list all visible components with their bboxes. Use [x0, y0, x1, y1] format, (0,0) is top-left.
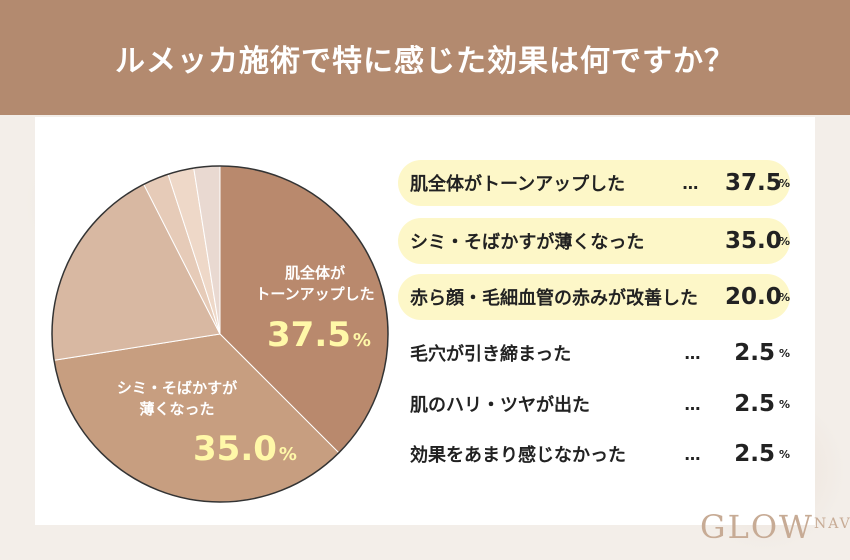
- slice-pct-2-value: 35.0: [193, 429, 277, 469]
- legend-row: 毛穴が引き締まった … 2.5%: [398, 330, 790, 376]
- slice-pct-1-unit: %: [352, 330, 371, 351]
- legend-label: 赤ら顔・毛細血管の赤みが改善した: [410, 288, 698, 309]
- pie-outline: [51, 165, 389, 503]
- legend-unit: %: [778, 176, 790, 190]
- legend-label: シミ・そばかすが薄くなった: [410, 232, 645, 253]
- legend-value: 35.0: [724, 228, 782, 254]
- slice-label-2-line-1: シミ・そばかすが: [116, 379, 238, 397]
- header-bar: ルメッカ施術で特に感じた効果は何ですか？: [0, 0, 850, 115]
- chart-card: 肌全体が トーンアップした 37.5% シミ・そばかすが 薄くなった 35.0%…: [35, 117, 815, 525]
- legend-dots: …: [684, 394, 701, 414]
- slice-label-1: 肌全体が トーンアップした: [230, 263, 400, 305]
- legend-row: 肌全体がトーンアップした … 37.5%: [398, 160, 790, 206]
- legend-label: 肌のハリ・ツヤが出た: [410, 395, 590, 416]
- legend-row: 効果をあまり感じなかった … 2.5%: [398, 431, 790, 477]
- legend-dots: …: [684, 444, 701, 464]
- legend-unit: %: [778, 234, 790, 248]
- legend-row: シミ・そばかすが薄くなった 35.0%: [398, 218, 790, 264]
- legend-dots: …: [682, 173, 699, 193]
- legend-row: 赤ら顔・毛細血管の赤みが改善した 20.0%: [398, 274, 790, 320]
- legend-value: 2.5: [734, 441, 775, 467]
- page-title: ルメッカ施術で特に感じた効果は何ですか？: [115, 43, 735, 79]
- slice-label-2: シミ・そばかすが 薄くなった: [97, 378, 257, 420]
- legend-label: 肌全体がトーンアップした: [410, 174, 626, 195]
- slice-pct-1: 37.5%: [267, 317, 371, 359]
- legend-value: 2.5: [734, 391, 775, 417]
- brand-logo: GLOWNAVI: [700, 508, 850, 546]
- legend-dots: …: [684, 343, 701, 363]
- logo-main: GLOW: [700, 508, 814, 546]
- slice-label-1-line-1: 肌全体が: [284, 264, 345, 282]
- legend-value: 20.0: [724, 284, 782, 310]
- legend-unit: %: [778, 447, 790, 461]
- slice-pct-2-unit: %: [278, 444, 297, 465]
- slice-pct-1-value: 37.5: [267, 315, 351, 355]
- legend-unit: %: [778, 290, 790, 304]
- logo-sub: NAVI: [813, 516, 850, 532]
- legend-label: 効果をあまり感じなかった: [410, 445, 626, 466]
- legend-row: 肌のハリ・ツヤが出た … 2.5%: [398, 381, 790, 427]
- slice-label-2-line-2: 薄くなった: [139, 400, 215, 418]
- legend-value: 37.5: [724, 170, 782, 196]
- slice-label-1-line-2: トーンアップした: [255, 285, 375, 303]
- slice-pct-2: 35.0%: [193, 431, 297, 473]
- legend-value: 2.5: [734, 340, 775, 366]
- legend-label: 毛穴が引き締まった: [410, 344, 572, 365]
- pie-chart: [51, 165, 389, 503]
- legend-unit: %: [778, 346, 790, 360]
- legend-unit: %: [778, 397, 790, 411]
